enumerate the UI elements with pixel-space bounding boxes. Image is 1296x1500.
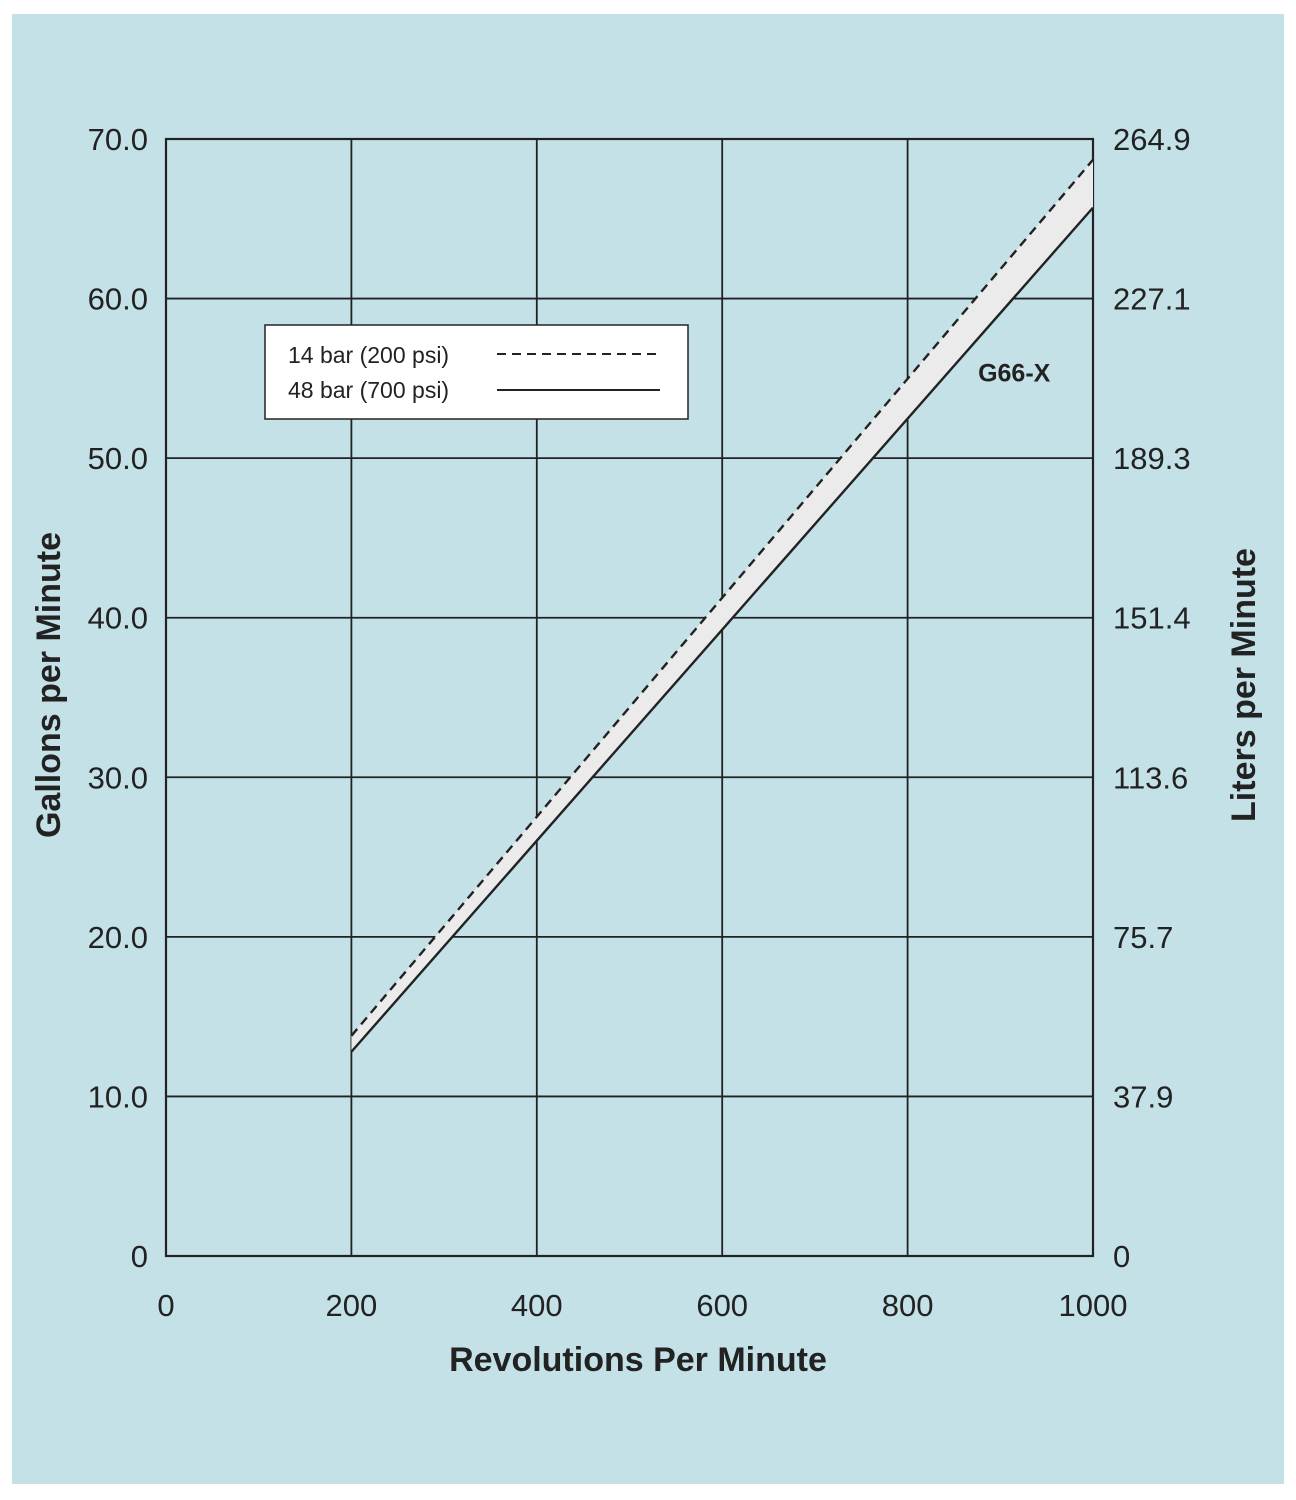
- x-tick-label-0: 0: [157, 1288, 174, 1323]
- x-tick-label-800: 800: [882, 1288, 934, 1323]
- y-tick-label-0: 0: [131, 1239, 148, 1274]
- series-lines: [350, 158, 1094, 1053]
- y2-tick-label-1: 37.9: [1113, 1079, 1173, 1114]
- y-tick-label-40: 40.0: [88, 601, 148, 636]
- plot-frame: [164, 137, 1095, 1258]
- y2-tick-label-6: 227.1: [1113, 282, 1191, 317]
- y-tick-label-30: 30.0: [88, 760, 148, 795]
- legend: 14 bar (200 psi) 48 bar (700 psi): [264, 324, 689, 420]
- y-axis-title: Gallons per Minute: [30, 532, 68, 838]
- chart-background: [12, 14, 1284, 1484]
- y-tick-label-60: 60.0: [88, 282, 148, 317]
- x-axis-title: Revolutions Per Minute: [449, 1341, 827, 1379]
- chart-panel: 0 200 400 600 800 1000 0 0 10.0 37.9 20.0 75.7 30.0 1…: [12, 14, 1284, 1484]
- series-line-14bar: [350, 158, 1094, 1037]
- series-line-48bar: [350, 206, 1094, 1053]
- y2-tick-label-3: 113.6: [1113, 760, 1188, 795]
- y2-tick-label-5: 189.3: [1113, 441, 1191, 476]
- y-tick-label-70: 70.0: [88, 122, 148, 157]
- x-tick-label-1000: 1000: [1059, 1288, 1128, 1323]
- y-tick-label-50: 50.0: [88, 441, 148, 476]
- pressure-band-fill: [351, 159, 1093, 1052]
- y2-tick-label-7: 264.9: [1113, 122, 1191, 157]
- y2-tick-label-0: 0: [1113, 1239, 1130, 1274]
- y2-tick-label-2: 75.7: [1113, 920, 1173, 955]
- x-tick-label-600: 600: [696, 1288, 748, 1323]
- y-tick-label-20: 20.0: [88, 920, 148, 955]
- y2-tick-label-4: 151.4: [1113, 601, 1191, 636]
- legend-label-14bar: 14 bar (200 psi): [288, 342, 449, 368]
- y2-axis-title: Liters per Minute: [1225, 548, 1263, 822]
- model-annotation: G66-X: [978, 360, 1051, 388]
- legend-label-48bar: 48 bar (700 psi): [288, 377, 449, 403]
- x-tick-label-200: 200: [326, 1288, 378, 1323]
- legend-box: [264, 324, 689, 420]
- x-tick-label-400: 400: [511, 1288, 563, 1323]
- y-tick-label-10: 10.0: [88, 1079, 148, 1114]
- pressure-band: [351, 159, 1093, 1052]
